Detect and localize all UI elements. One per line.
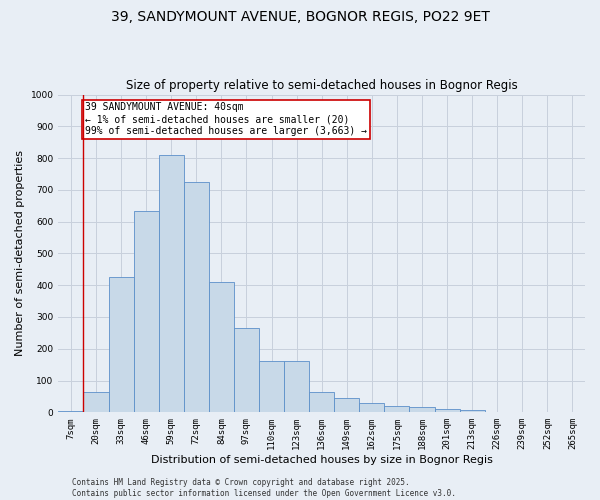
Bar bbox=[385, 406, 409, 412]
Bar bbox=[259, 362, 284, 412]
Bar bbox=[83, 392, 109, 412]
Bar bbox=[209, 282, 234, 412]
Bar bbox=[184, 182, 209, 412]
Bar bbox=[109, 278, 134, 412]
X-axis label: Distribution of semi-detached houses by size in Bognor Regis: Distribution of semi-detached houses by … bbox=[151, 455, 493, 465]
Bar bbox=[234, 328, 259, 412]
Bar bbox=[309, 392, 334, 412]
Bar bbox=[334, 398, 359, 412]
Bar bbox=[434, 409, 460, 412]
Text: 39, SANDYMOUNT AVENUE, BOGNOR REGIS, PO22 9ET: 39, SANDYMOUNT AVENUE, BOGNOR REGIS, PO2… bbox=[110, 10, 490, 24]
Bar bbox=[460, 410, 485, 412]
Text: 39 SANDYMOUNT AVENUE: 40sqm
← 1% of semi-detached houses are smaller (20)
99% of: 39 SANDYMOUNT AVENUE: 40sqm ← 1% of semi… bbox=[85, 102, 367, 136]
Bar bbox=[58, 410, 83, 412]
Bar bbox=[284, 362, 309, 412]
Bar bbox=[359, 404, 385, 412]
Title: Size of property relative to semi-detached houses in Bognor Regis: Size of property relative to semi-detach… bbox=[126, 79, 518, 92]
Bar bbox=[134, 210, 159, 412]
Y-axis label: Number of semi-detached properties: Number of semi-detached properties bbox=[15, 150, 25, 356]
Text: Contains HM Land Registry data © Crown copyright and database right 2025.
Contai: Contains HM Land Registry data © Crown c… bbox=[72, 478, 456, 498]
Bar bbox=[409, 406, 434, 412]
Bar bbox=[159, 155, 184, 412]
